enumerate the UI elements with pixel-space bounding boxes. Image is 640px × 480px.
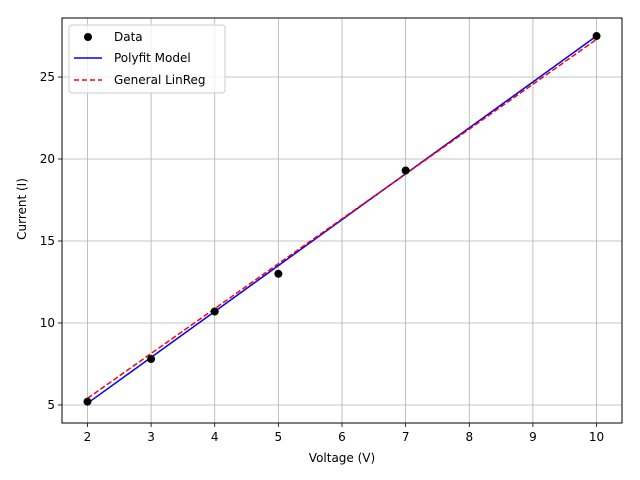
x-tick-label: 10: [589, 430, 604, 444]
x-axis-label: Voltage (V): [309, 451, 375, 465]
data-point: [147, 355, 156, 364]
x-tick-label: 6: [338, 430, 346, 444]
x-tick-label: 2: [84, 430, 92, 444]
data-point: [401, 166, 410, 175]
x-tick-label: 3: [147, 430, 155, 444]
data-point: [210, 307, 219, 316]
y-axis-label: Current (I): [15, 178, 29, 240]
y-tick-label: 25: [40, 70, 55, 84]
x-tick-label: 8: [465, 430, 473, 444]
data-point: [274, 269, 283, 278]
legend-label-polyfit: Polyfit Model: [114, 51, 191, 65]
y-tick-label: 5: [47, 398, 55, 412]
legend-box: [68, 24, 226, 94]
data-point: [83, 397, 92, 406]
legend-label-linreg: General LinReg: [114, 73, 206, 87]
y-tick-label: 10: [40, 316, 55, 330]
data-point: [592, 32, 601, 41]
x-tick-label: 5: [275, 430, 283, 444]
x-tick-label: 7: [402, 430, 410, 444]
general-linreg-line: [87, 38, 597, 400]
legend-marker-data: [84, 33, 92, 41]
x-tick-label: 4: [211, 430, 219, 444]
ticks: 2 3 4 5 6 7 8 9 10 5 10 15 20 25: [40, 70, 604, 444]
y-tick-label: 20: [40, 152, 55, 166]
legend-label-data: Data: [114, 30, 143, 44]
y-tick-label: 15: [40, 234, 55, 248]
series-layer: [83, 32, 601, 406]
x-tick-label: 9: [529, 430, 537, 444]
legend: Data Polyfit Model General LinReg: [68, 24, 226, 94]
